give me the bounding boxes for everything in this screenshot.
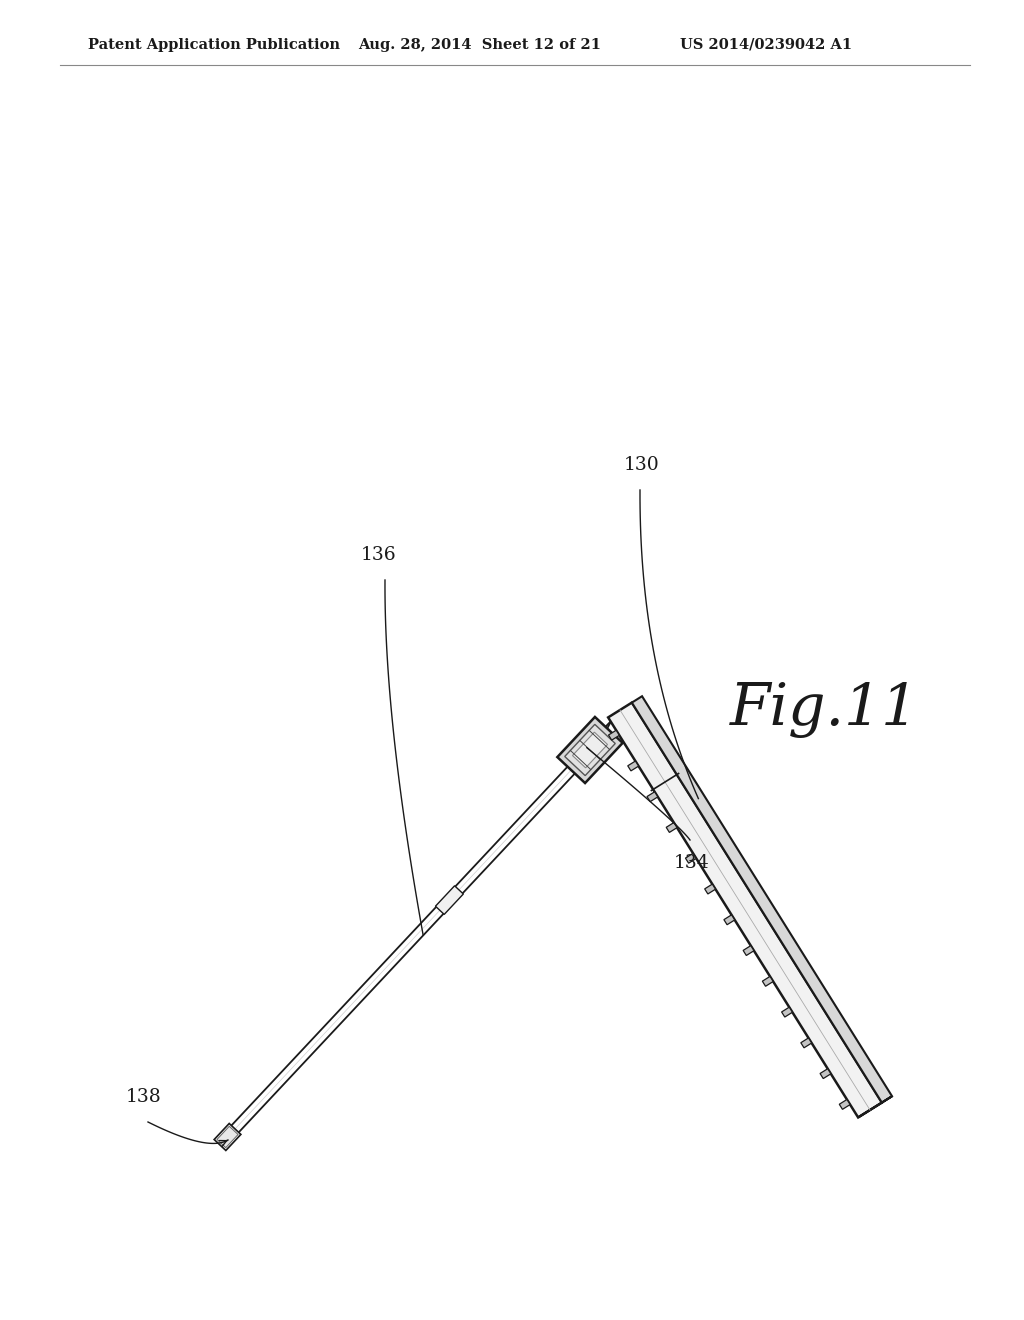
Polygon shape <box>647 792 657 801</box>
Polygon shape <box>840 1100 850 1109</box>
Polygon shape <box>608 702 882 1118</box>
Polygon shape <box>781 1007 793 1016</box>
Polygon shape <box>435 886 463 915</box>
Polygon shape <box>572 733 607 768</box>
Polygon shape <box>217 1126 238 1147</box>
Polygon shape <box>565 725 615 776</box>
Polygon shape <box>667 822 677 833</box>
Polygon shape <box>705 884 716 894</box>
Text: 138: 138 <box>126 1088 162 1106</box>
Text: 134: 134 <box>674 854 710 873</box>
Polygon shape <box>724 915 734 925</box>
Text: Aug. 28, 2014  Sheet 12 of 21: Aug. 28, 2014 Sheet 12 of 21 <box>358 38 601 51</box>
Text: 130: 130 <box>624 455 659 474</box>
Polygon shape <box>801 1038 812 1048</box>
Polygon shape <box>214 1123 241 1151</box>
Polygon shape <box>685 853 696 863</box>
Text: Patent Application Publication: Patent Application Publication <box>88 38 340 51</box>
Polygon shape <box>608 730 620 741</box>
Text: 136: 136 <box>361 546 397 564</box>
Polygon shape <box>743 945 754 956</box>
Polygon shape <box>632 696 892 1102</box>
Text: Fig.11: Fig.11 <box>730 681 920 738</box>
Polygon shape <box>762 977 773 986</box>
Polygon shape <box>858 1096 892 1118</box>
Polygon shape <box>557 717 623 783</box>
Polygon shape <box>820 1069 830 1078</box>
Text: US 2014/0239042 A1: US 2014/0239042 A1 <box>680 38 852 51</box>
Polygon shape <box>628 762 639 771</box>
